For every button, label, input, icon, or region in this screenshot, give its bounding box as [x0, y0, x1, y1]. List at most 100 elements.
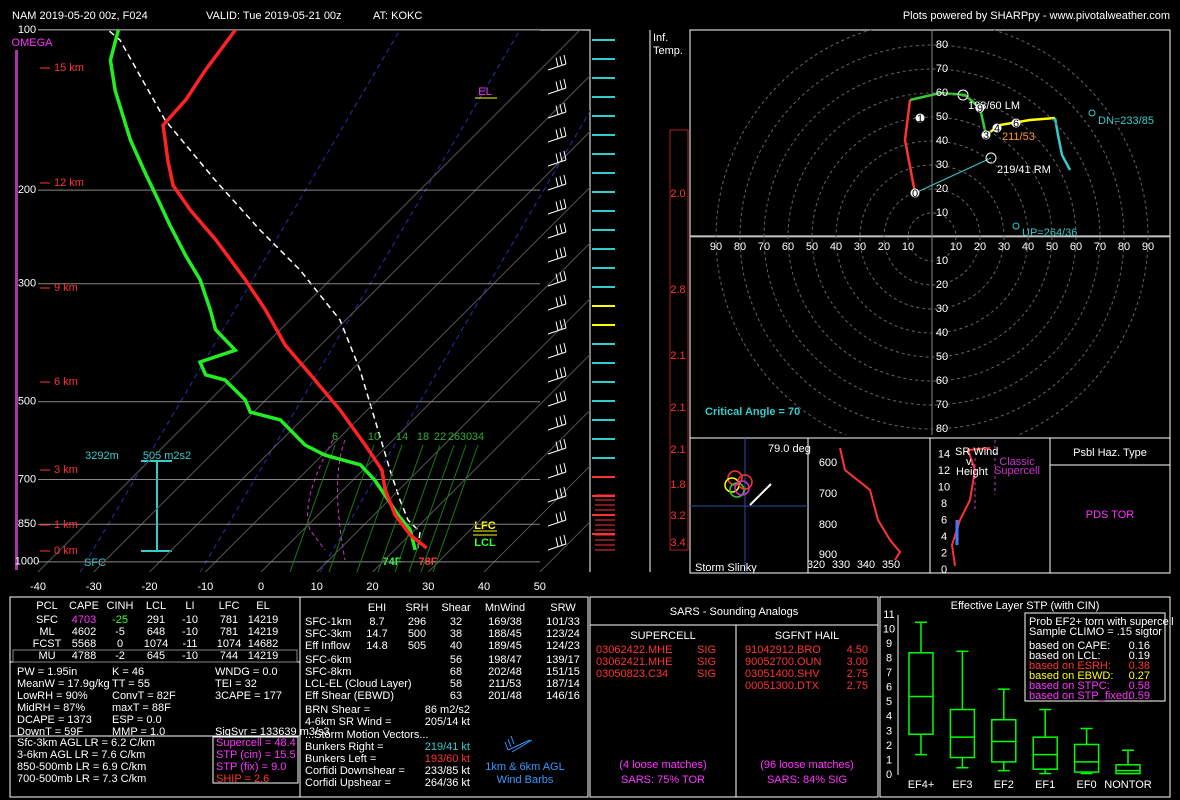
theta-e-label: 330: [832, 559, 850, 571]
pressure-tick-label: 200: [18, 184, 36, 196]
virtual-trace: [307, 439, 346, 561]
sr-wind-profile: [950, 447, 991, 567]
mixing-ratio-line: [356, 444, 403, 572]
hodo-ring-label: 20: [936, 279, 948, 291]
sr-height: 8: [941, 498, 947, 510]
kinematic-cell: 123/24: [546, 628, 580, 640]
hodo-ring: [907, 212, 957, 262]
kinematic-header: SRH: [405, 602, 428, 614]
wind-barb: [547, 126, 567, 143]
kinematic-cell: 101/33: [546, 616, 580, 628]
index-value: MidRH = 87%: [17, 702, 85, 714]
parcel-header: LI: [185, 600, 194, 612]
mixing-ratio-line: [432, 444, 479, 572]
x-tick-label: EF1: [1035, 779, 1055, 791]
kinematic-cell: 146/16: [546, 690, 580, 702]
parcel-cell: -11: [182, 638, 197, 650]
parcel-header: PCL: [36, 600, 57, 612]
mixing-ratio-line: [420, 444, 467, 572]
model-run: NAM 2019-05-20 00z, F024: [12, 10, 148, 22]
theta-e-pressure: 700: [819, 488, 837, 500]
kinematic-cell: 505: [408, 640, 426, 652]
hodo-ring-label: 30: [854, 241, 866, 253]
hodo-ring-label: 70: [758, 241, 770, 253]
hodo-ring: [859, 164, 1005, 310]
probability-label: based on STP_fixed:: [1029, 690, 1131, 702]
temperature-tick-label: -10: [197, 581, 213, 593]
kinematic-cell: SFC-6km: [305, 654, 351, 666]
kinematic-cell: 169/38: [488, 616, 522, 628]
storm-motion-value: 193/60 kt: [425, 753, 470, 765]
parcel-cell: 1074: [144, 638, 168, 650]
stp-title: Effective Layer STP (with CIN): [951, 600, 1100, 612]
probability-label: based on STPC:: [1029, 680, 1110, 692]
index-value: ConvT = 82F: [112, 690, 176, 702]
sars-match: 00051300.DTX: [745, 680, 820, 692]
sr-height: 6: [941, 514, 947, 526]
kinematic-frame: [299, 596, 589, 798]
hodo-ring-label: 50: [806, 241, 818, 253]
hodograph-rings: [690, 30, 1170, 435]
probability-value: 0.58: [1129, 680, 1150, 692]
kinematic-cell: 188/45: [488, 628, 522, 640]
box: [1032, 736, 1058, 770]
pressure-tick-label: 700: [18, 473, 36, 485]
kinematic-cell: LCL-EL (Cloud Layer): [305, 678, 412, 690]
parcel-cell: 781: [220, 614, 238, 626]
hodo-marker: [910, 188, 920, 198]
hodo-marker-label: 3: [983, 130, 989, 142]
parcel-cell: SFC: [36, 614, 58, 626]
inf-temp-value: 2.1: [670, 444, 685, 456]
hodo-marker: [981, 130, 991, 140]
reference-line: [79, 30, 590, 572]
parcel-cell: -2: [115, 650, 125, 662]
sr-title: v.: [966, 456, 974, 468]
omega-label: OMEGA: [12, 37, 54, 49]
eff-inflow-top: 3292m: [85, 450, 119, 462]
kinematic-label: 4-6km SR Wind =: [305, 716, 392, 728]
parcel-cell: 648: [147, 626, 165, 638]
wind-barb: [547, 150, 567, 167]
kinematic-cell: Eff Shear (EBWD): [305, 690, 394, 702]
pressure-tick-label: 1000: [15, 556, 39, 568]
parcel-cell: 4602: [72, 626, 96, 638]
sr-height: 2: [941, 547, 947, 559]
probability-title: Prob EF2+ torn with supercell: [1029, 616, 1174, 628]
storm-motion-label: Bunkers Right =: [305, 741, 384, 753]
hodo-marker: [992, 123, 1002, 133]
hodo-ring-label: 80: [936, 39, 948, 51]
composite-index: STP (cin) = 15.5: [216, 749, 296, 761]
classic-label: Supercell: [994, 465, 1040, 477]
sars-heading: SUPERCELL: [630, 630, 695, 642]
parcel-cell: 14219: [248, 614, 279, 626]
y-tick-label: 0: [886, 769, 892, 781]
wind-barb: [547, 222, 567, 239]
pressure-tick-label: 500: [18, 396, 36, 408]
mixing-ratio-label: 18: [417, 431, 429, 443]
storm-motion-label: Corfidi Downshear =: [305, 765, 405, 777]
sars-match: 03051400.SHV: [745, 668, 820, 680]
hodo-marker: [915, 113, 925, 123]
x-tick-label: EF0: [1077, 779, 1097, 791]
hodo-ring-label: 10: [936, 255, 948, 267]
hodo-trace: [903, 89, 1096, 230]
parcel-header: LCL: [146, 600, 166, 612]
y-tick-label: 4: [886, 711, 892, 723]
rm-vector: [914, 157, 992, 194]
mean-wind-label: 211/53: [1002, 131, 1035, 143]
rm-label: 219/41 RM: [997, 164, 1051, 176]
isotherm: [149, 130, 590, 572]
hodo-marker: [975, 103, 985, 113]
box: [1115, 764, 1141, 775]
theta-e-profile: [839, 447, 902, 561]
height-label: 9 km: [54, 282, 78, 294]
hodo-ring-label: 80: [1118, 241, 1130, 253]
slinky-title: Storm Slinky: [695, 562, 757, 574]
temperature-tick-label: -40: [30, 581, 46, 593]
hodo-ring-label: 80: [936, 423, 948, 435]
parcel-cell: FCST: [33, 638, 62, 650]
hodo-ring-label: 10: [936, 207, 948, 219]
pressure-tick-label: 300: [18, 278, 36, 290]
kinematic-cell: SFC-3km: [305, 628, 351, 640]
